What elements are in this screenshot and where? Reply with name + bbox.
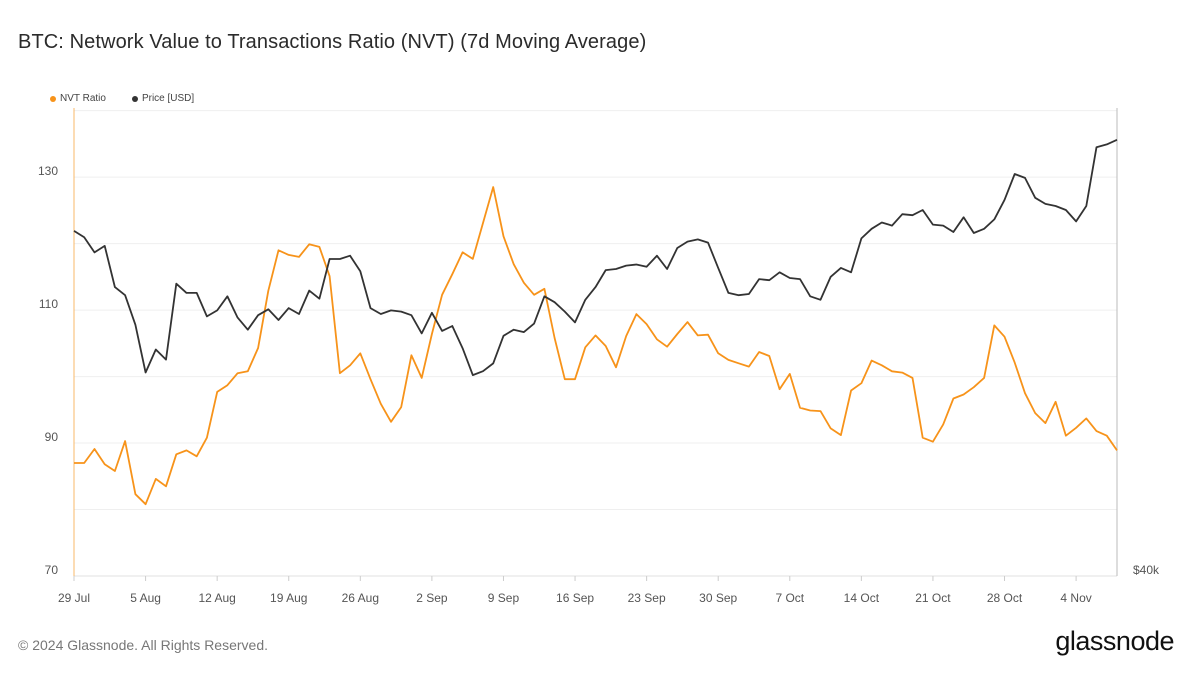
x-tick-label: 12 Aug — [198, 591, 235, 605]
legend-item-nvt[interactable]: NVT Ratio — [50, 93, 106, 104]
x-tick-label: 4 Nov — [1060, 591, 1091, 605]
x-tick-label: 21 Oct — [915, 591, 951, 605]
x-tick-label: 29 Jul — [58, 591, 90, 605]
x-tick-label: 23 Sep — [628, 591, 666, 605]
y-left-tick-label: 70 — [45, 563, 59, 577]
legend-dot-price — [131, 95, 138, 102]
x-tick-label: 2 Sep — [416, 591, 448, 605]
x-tick-label: 28 Oct — [987, 591, 1023, 605]
glassnode-logo: glassnode — [1055, 626, 1174, 656]
x-tick-label: 5 Aug — [130, 591, 161, 605]
price-line — [73, 138, 1118, 377]
legend-item-price[interactable]: Price [USD] — [131, 93, 195, 104]
x-tick-label: 19 Aug — [270, 591, 307, 605]
x-tick-label: 26 Aug — [342, 591, 379, 605]
legend-label-price: Price [USD] — [141, 93, 195, 104]
x-tick-label: 9 Sep — [488, 591, 520, 605]
chart-title: BTC: Network Value to Transactions Ratio… — [18, 31, 647, 53]
y-right-tick-label: $40k — [1133, 563, 1160, 577]
copyright-footer: © 2024 Glassnode. All Rights Reserved. — [18, 637, 269, 653]
x-tick-label: 7 Oct — [775, 591, 804, 605]
y-left-tick-label: 90 — [45, 430, 59, 444]
x-tick-label: 30 Sep — [699, 591, 737, 605]
y-left-tick-label: 110 — [39, 297, 58, 311]
legend-label-nvt: NVT Ratio — [60, 93, 106, 104]
y-left-tick-label: 130 — [38, 164, 58, 178]
x-tick-label: 16 Sep — [556, 591, 594, 605]
nvt-ratio-line — [74, 186, 1118, 506]
x-tick-label: 14 Oct — [844, 591, 880, 605]
legend-dot-nvt — [50, 95, 56, 102]
chart-legend: NVT Ratio Price [USD] — [50, 93, 194, 104]
